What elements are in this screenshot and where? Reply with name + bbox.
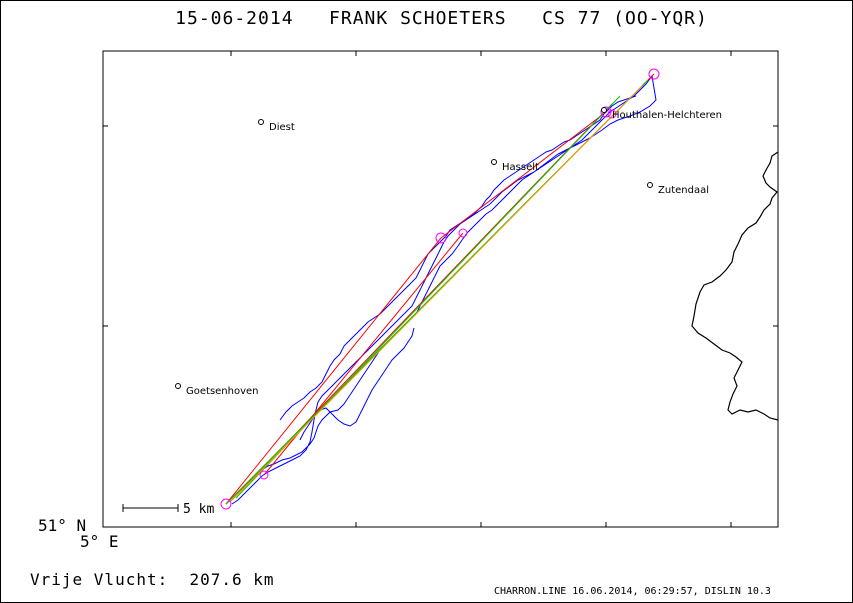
place-marker-goetsenhoven (175, 383, 181, 389)
flight-track (225, 74, 657, 505)
place-marker-diest (258, 119, 264, 125)
page-title: 15-06-2014 FRANK SCHOETERS CS 77 (OO-YQR… (0, 8, 853, 29)
place-label: Hasselt (502, 162, 539, 173)
summary-label: Vrije Vlucht: (30, 570, 169, 589)
glider-name: CS 77 (OO-YQR) (542, 8, 708, 29)
place-markers (175, 107, 653, 389)
summary-distance: 207.6 km (189, 570, 275, 589)
place-label: Houthalen-Helchteren (612, 110, 722, 121)
longitude-label: 5° E (80, 532, 119, 551)
footer-info: CHARRON.LINE 16.06.2014, 06:29:57, DISLI… (494, 586, 771, 597)
latitude-label: 51° N (38, 516, 87, 535)
place-marker-hasselt (491, 159, 497, 165)
plot-frame (102, 50, 779, 528)
task-legs-orange (229, 85, 643, 503)
axis-ticks (103, 51, 778, 527)
turnpoints (220, 68, 660, 510)
place-label: Goetsenhoven (186, 386, 259, 397)
place-label: Diest (269, 122, 295, 133)
pilot-name: FRANK SCHOETERS (329, 8, 507, 29)
country-border (691, 151, 779, 421)
place-label: Zutendaal (658, 185, 709, 196)
place-marker-houthalen (601, 107, 607, 113)
scale-bar (122, 504, 179, 512)
flight-date: 15-06-2014 (175, 8, 294, 29)
flight-summary: Vrije Vlucht: 207.6 km (30, 570, 275, 589)
scale-bar-label: 5 km (183, 502, 214, 517)
place-marker-zutendaal (647, 182, 653, 188)
